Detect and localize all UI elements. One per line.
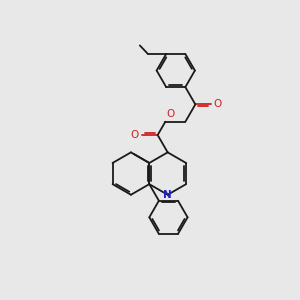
Text: O: O — [130, 130, 139, 140]
Text: O: O — [213, 99, 221, 110]
Text: O: O — [167, 110, 175, 119]
Text: N: N — [163, 190, 172, 200]
